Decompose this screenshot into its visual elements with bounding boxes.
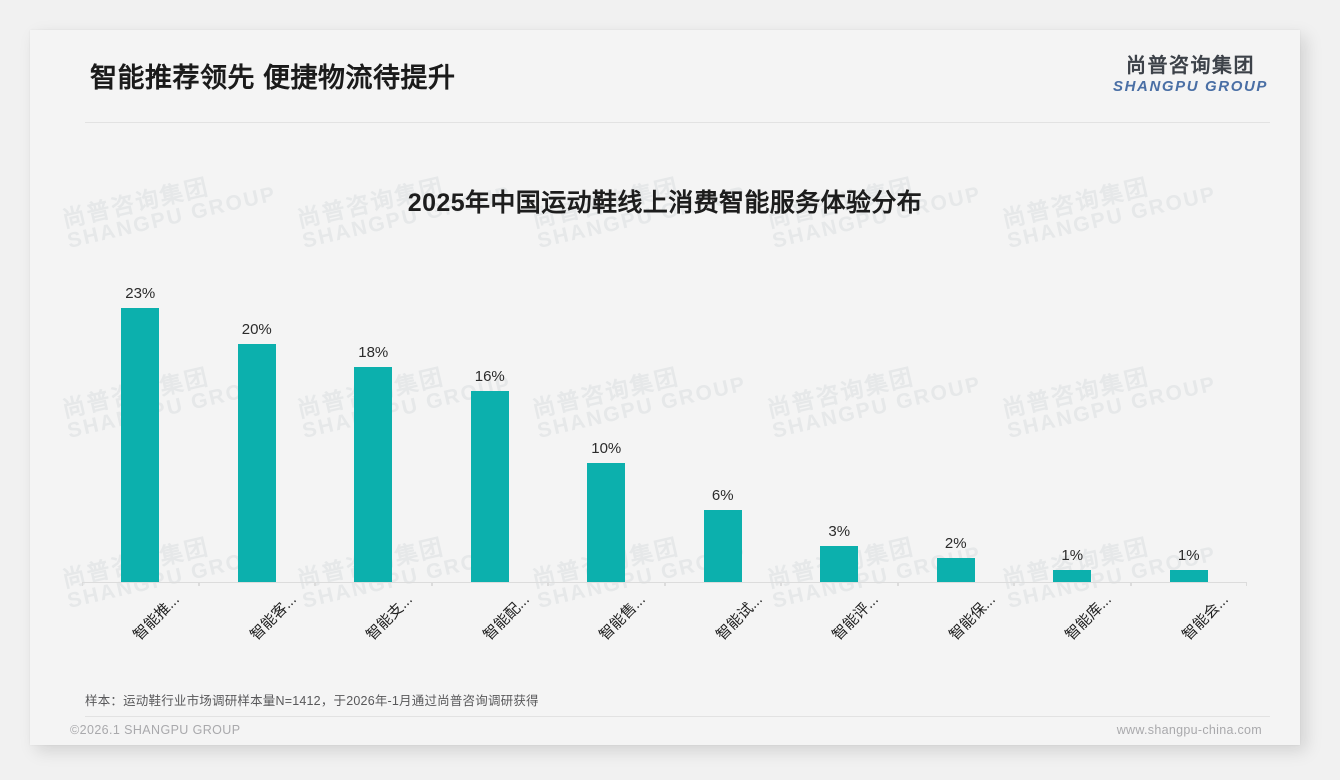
footnote-text: 样本：运动鞋行业市场调研样本量N=1412，于2026年-1月通过尚普咨询调研获… — [85, 694, 539, 708]
website-text: www.shangpu-china.com — [1116, 723, 1262, 737]
x-axis-label-slot: 智能库... — [1014, 585, 1131, 675]
x-axis-label-slot: 智能推... — [82, 585, 199, 675]
bar-group: 16% — [431, 243, 548, 586]
slide: 智能推荐领先 便捷物流待提升 尚普咨询集团 SHANGPU GROUP 尚普咨询… — [30, 30, 1300, 745]
axis-tick — [664, 582, 666, 586]
axis-tick — [430, 582, 432, 586]
chart-plot: 23% 20% 18% 16% 10% 6% 3% 2% 1% 1% — [82, 243, 1247, 586]
x-axis-label: 智能库... — [1062, 591, 1116, 644]
bar[interactable] — [587, 462, 626, 582]
bar[interactable] — [121, 307, 160, 582]
axis-tick — [897, 582, 899, 586]
bar[interactable] — [1053, 570, 1092, 582]
x-axis-label: 智能试... — [712, 591, 766, 644]
bar[interactable] — [470, 391, 509, 582]
axis-tick — [1129, 582, 1131, 586]
bar-value-label: 20% — [241, 320, 272, 338]
bar-group: 20% — [198, 243, 315, 586]
bar-value-label: 23% — [125, 284, 156, 302]
axis-tick — [315, 582, 316, 586]
bar[interactable] — [1169, 570, 1208, 582]
bar-group: 1% — [1130, 243, 1247, 586]
axis-tick — [781, 582, 782, 586]
slide-header: 智能推荐领先 便捷物流待提升 尚普咨询集团 SHANGPU GROUP — [30, 30, 1300, 122]
x-axis-label: 智能配... — [479, 591, 533, 644]
x-axis-label-slot: 智能评... — [781, 585, 898, 675]
bar[interactable] — [354, 367, 393, 582]
x-axis-label-slot: 智能保... — [898, 585, 1015, 675]
bar[interactable] — [820, 546, 859, 582]
axis-tick — [82, 582, 83, 586]
page-title: 智能推荐领先 便捷物流待提升 — [90, 63, 456, 93]
x-axis-label-slot: 智能客... — [199, 585, 316, 675]
bar-group: 1% — [1014, 243, 1131, 586]
slide-bottom-bar: ©2026.1 SHANGPU GROUP www.shangpu-china.… — [30, 723, 1300, 745]
bar-value-label: 6% — [711, 487, 734, 505]
axis-tick — [547, 582, 548, 586]
axis-tick — [1130, 582, 1132, 586]
axis-tick — [197, 582, 199, 586]
x-axis-label: 智能评... — [829, 591, 883, 644]
axis-tick — [431, 582, 433, 586]
axis-tick — [548, 582, 549, 586]
x-axis-label: 智能会... — [1178, 591, 1232, 644]
bar-series: 23% 20% 18% 16% 10% 6% 3% 2% 1% 1% — [82, 243, 1247, 586]
x-axis-label: 智能售... — [596, 591, 650, 644]
x-axis-label-slot: 智能会... — [1131, 585, 1248, 675]
x-axis-label: 智能推... — [130, 591, 184, 644]
bar-value-label: 10% — [591, 439, 622, 457]
x-axis-labels: 智能推... 智能客... 智能支... 智能配... 智能售... 智能试... 智能评.… — [82, 585, 1247, 675]
footnote-divider — [85, 716, 1270, 717]
axis-tick — [663, 582, 665, 586]
bar-group: 18% — [315, 243, 432, 586]
axis-tick — [780, 582, 781, 586]
x-axis-label-slot: 智能配... — [432, 585, 549, 675]
bar-group: 23% — [82, 243, 199, 586]
axis-tick — [1014, 582, 1015, 586]
x-axis-label: 智能保... — [945, 591, 999, 644]
bar-value-label: 1% — [1177, 547, 1200, 565]
copyright-text: ©2026.1 SHANGPU GROUP — [70, 723, 241, 737]
brand-logo-cn: 尚普咨询集团 — [1126, 55, 1255, 77]
bar-group: 10% — [548, 243, 665, 586]
footnote-area: 样本：运动鞋行业市场调研样本量N=1412，于2026年-1月通过尚普咨询调研获… — [30, 678, 1300, 723]
bar-value-label: 3% — [828, 523, 851, 541]
x-axis-label-slot: 智能支... — [315, 585, 432, 675]
x-axis-label: 智能客... — [246, 591, 300, 644]
axis-tick — [1013, 582, 1014, 586]
chart-area: 尚普咨询集团 SHANGPU GROUP 尚普咨询集团 SHANGPU GROUP 尚普… — [30, 123, 1300, 678]
brand-logo-en: SHANGPU GROUP — [1113, 78, 1268, 95]
axis-tick — [896, 582, 898, 586]
bar[interactable] — [237, 343, 276, 582]
bar[interactable] — [703, 510, 742, 582]
axis-tick — [1246, 582, 1247, 586]
axis-tick — [314, 582, 315, 586]
x-axis-label-slot: 智能试... — [665, 585, 782, 675]
bar-value-label: 16% — [474, 368, 505, 386]
brand-logo: 尚普咨询集团 SHANGPU GROUP — [1113, 56, 1268, 94]
bar-value-label: 18% — [358, 344, 389, 362]
bar-value-label: 1% — [1061, 547, 1084, 565]
bar-group: 6% — [664, 243, 781, 586]
x-axis-label-slot: 智能售... — [548, 585, 665, 675]
chart-title: 2025年中国运动鞋线上消费智能服务体验分布 — [407, 189, 923, 217]
bar[interactable] — [936, 558, 975, 582]
bar-value-label: 2% — [944, 535, 967, 553]
x-axis-label: 智能支... — [363, 591, 417, 644]
bar-group: 3% — [781, 243, 898, 586]
axis-tick — [198, 582, 200, 586]
bar-group: 2% — [897, 243, 1014, 586]
header-divider — [85, 122, 1270, 123]
